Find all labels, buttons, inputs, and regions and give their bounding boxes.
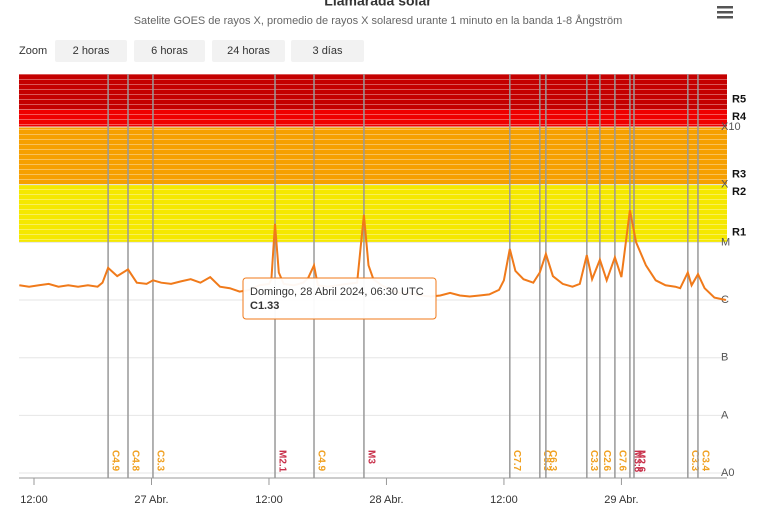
chart-subtitle: Satelite GOES de rayos X, promedio de ra… — [134, 14, 623, 27]
flare-label: C3.3 — [588, 450, 599, 472]
x-tick-label: 12:00 — [490, 494, 518, 506]
y-tick-label: A — [721, 409, 729, 421]
x-tick-label: 29 Abr. — [604, 494, 638, 506]
x-tick-label: 12:00 — [20, 494, 48, 506]
zoom-button[interactable] — [134, 40, 205, 62]
tooltip-text: C1.33 — [250, 300, 279, 312]
flare-label: C6.3 — [547, 450, 558, 472]
x-tick-label: 27 Abr. — [134, 494, 168, 506]
zoom-button[interactable] — [291, 40, 364, 62]
zoom-button[interactable] — [55, 40, 127, 62]
flare-label: M3.6 — [631, 450, 642, 473]
tooltip-box — [242, 277, 437, 320]
flare-label: C7.6 — [616, 450, 627, 472]
zoom-label: Zoom — [19, 45, 47, 57]
x-tick-label: 12:00 — [255, 494, 283, 506]
band-stripes — [19, 74, 727, 243]
flare-label: C3.3 — [689, 450, 700, 472]
flare-label: C4.9 — [315, 450, 326, 472]
risk-level-label: R1 — [732, 226, 746, 238]
x-tick-label: 28 Abr. — [369, 494, 403, 506]
flare-label: M2.1 — [276, 450, 287, 473]
y-tick-label: X10 — [721, 121, 741, 133]
risk-level-label: R4 — [732, 111, 747, 123]
chart-title: Llamarada solar — [324, 0, 432, 9]
flare-label: C8.3 — [541, 450, 552, 472]
tooltip-header: Domingo, 28 Abril 2024, 06:30 UTC — [250, 286, 424, 298]
zoom-button[interactable] — [212, 40, 285, 62]
risk-level-label: R2 — [732, 186, 746, 198]
flare-label: M3 — [365, 450, 376, 464]
risk-level-label: R5 — [732, 94, 746, 106]
flare-label: C3.3 — [154, 450, 165, 472]
risk-level-label: R3 — [732, 169, 746, 181]
y-tick-label: B — [721, 352, 728, 364]
flare-label: C4.8 — [129, 450, 140, 472]
flare-label: C3.4 — [699, 450, 710, 472]
flare-label: M2.6 — [635, 450, 646, 473]
flare-label: C2.6 — [601, 450, 612, 472]
zoom-button-label[interactable]: 2 horas — [73, 45, 110, 57]
menu-icon[interactable] — [717, 6, 733, 19]
y-tick-label: X — [721, 179, 729, 191]
flare-label: C7.7 — [511, 450, 522, 472]
y-tick-label: A0 — [721, 467, 734, 479]
zoom-button-label[interactable]: 3 días — [313, 45, 343, 57]
y-tick-label: M — [721, 236, 730, 248]
zoom-button-label[interactable]: 6 horas — [151, 45, 188, 57]
zoom-button-label[interactable]: 24 horas — [227, 45, 270, 57]
flare-label: C4.9 — [109, 450, 120, 472]
